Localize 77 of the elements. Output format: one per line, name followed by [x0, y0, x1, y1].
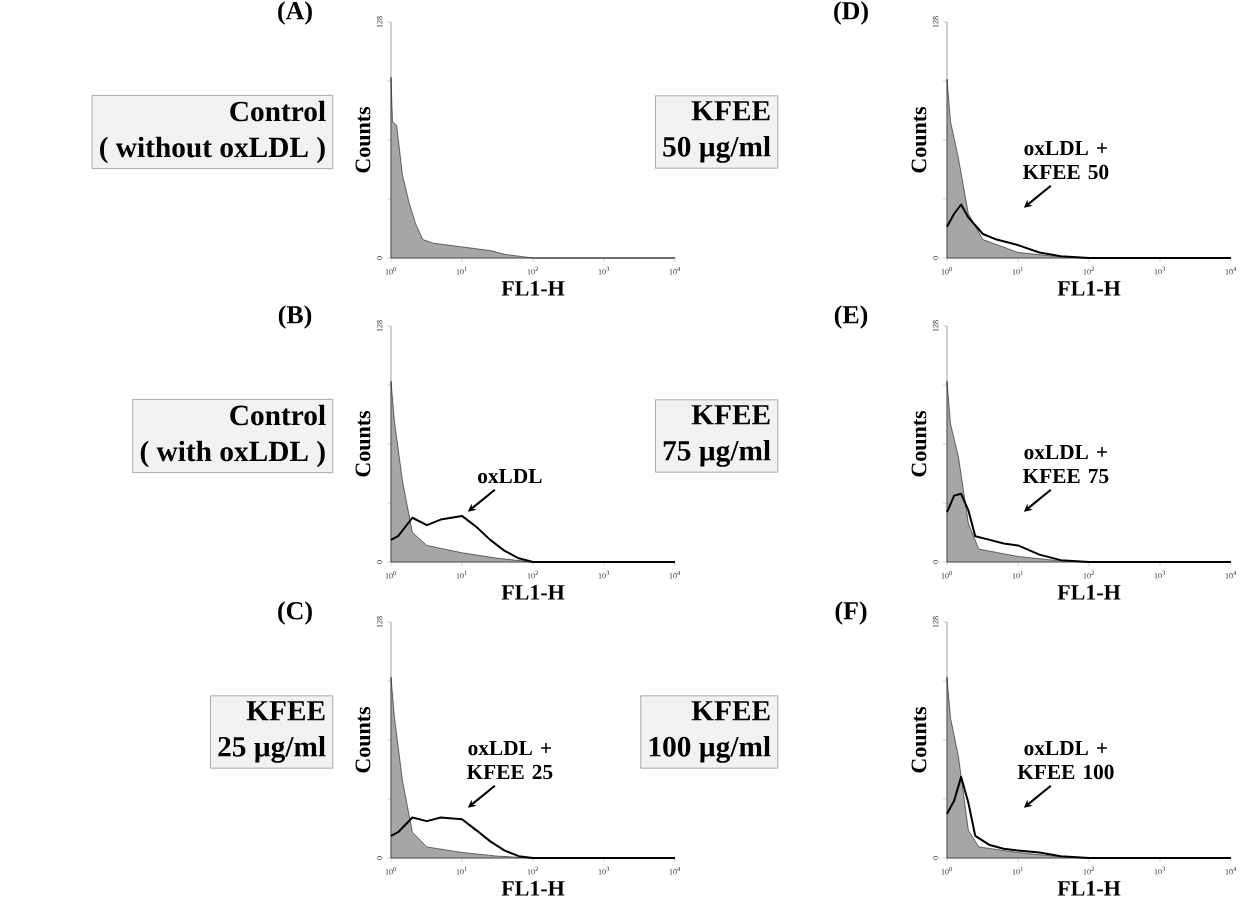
- chart-title: (F): [835, 601, 867, 625]
- y-tick-label: 128: [376, 616, 383, 628]
- annotation: 100 µg/ml: [649, 736, 771, 763]
- x-axis-title: FL1-H: [501, 585, 565, 600]
- x-tick-label: 10$^{1}$: [1012, 266, 1023, 275]
- y-tick-label: 0: [376, 560, 383, 564]
- x-tick-label: 10$^{3}$: [1154, 266, 1166, 275]
- annotation: oxLDL: [478, 469, 542, 484]
- annotation: oxLDL + KFEE 50: [1022, 141, 1109, 180]
- text: Control: [230, 100, 326, 122]
- x-tick-label: 10$^{0}$: [385, 570, 397, 579]
- x-tick-label: 10$^{1}$: [1012, 866, 1023, 875]
- y-tick-label: 128: [932, 16, 939, 28]
- text: Control: [230, 404, 326, 426]
- x-axis-title: FL1-H: [501, 881, 565, 896]
- x-tick-label: 10$^{3}$: [1154, 866, 1166, 875]
- x-tick-label: 10$^{2}$: [1083, 266, 1094, 275]
- text: KFEE: [691, 405, 770, 425]
- x-tick-label: 10$^{4}$: [669, 570, 681, 579]
- x-tick-label: 10$^{2}$: [527, 266, 538, 275]
- x-tick-label: 10$^{0}$: [941, 866, 953, 875]
- y-axis-title: Counts: [911, 106, 927, 173]
- chart-title: (E): [834, 305, 868, 329]
- x-tick-label: 10$^{3}$: [598, 866, 610, 875]
- text: ( without oxLDL ): [100, 136, 325, 164]
- x-tick-label: 10$^{2}$: [1083, 866, 1094, 875]
- text: 25 µg/ml: [218, 736, 326, 763]
- x-tick-label: 10$^{2}$: [527, 866, 538, 875]
- x-axis-title: FL1-H: [1057, 585, 1121, 600]
- x-tick-label: 10$^{4}$: [1225, 570, 1237, 579]
- x-axis-title: FL1-H: [1057, 281, 1121, 296]
- annotation: 75 µg/ml: [663, 440, 771, 467]
- y-tick-label: 128: [376, 320, 383, 332]
- x-tick-label: 10$^{4}$: [1225, 866, 1237, 875]
- y-tick-label: 0: [932, 256, 939, 260]
- x-tick-label: 10$^{0}$: [385, 266, 397, 275]
- annotation: 50 µg/ml: [663, 136, 771, 163]
- x-tick-label: 10$^{0}$: [385, 866, 397, 875]
- text: KFEE: [691, 701, 770, 721]
- text: ( with oxLDL ): [140, 440, 325, 468]
- x-tick-label: 10$^{2}$: [1083, 570, 1094, 579]
- y-tick-label: 0: [376, 856, 383, 860]
- x-tick-label: 10$^{1}$: [1012, 570, 1023, 579]
- chart-title: (D): [834, 1, 868, 25]
- x-tick-label: 10$^{3}$: [1154, 570, 1166, 579]
- text: KFEE: [246, 701, 325, 721]
- x-tick-label: 10$^{3}$: [598, 570, 610, 579]
- x-tick-label: 10$^{1}$: [456, 570, 467, 579]
- annotation: oxLDL + KFEE 25: [466, 741, 553, 780]
- y-tick-label: 0: [932, 856, 939, 860]
- x-tick-label: 10$^{1}$: [456, 266, 467, 275]
- x-tick-label: 10$^{4}$: [669, 866, 681, 875]
- x-tick-label: 10$^{4}$: [1225, 266, 1237, 275]
- y-axis-title: Counts: [911, 706, 927, 773]
- x-tick-label: 10$^{0}$: [941, 266, 953, 275]
- x-tick-label: 10$^{0}$: [941, 570, 953, 579]
- y-tick-label: 128: [932, 616, 939, 628]
- annotation: oxLDL + KFEE 75: [1022, 445, 1109, 484]
- x-tick-label: 10$^{2}$: [527, 570, 538, 579]
- x-axis-title: FL1-H: [501, 281, 565, 296]
- y-axis-title: Counts: [355, 106, 371, 173]
- y-tick-label: 128: [376, 16, 383, 28]
- chart-title: (A): [278, 1, 312, 25]
- y-axis-title: Counts: [911, 410, 927, 477]
- text: KFEE: [691, 101, 770, 121]
- y-tick-label: 0: [376, 256, 383, 260]
- x-axis-title: FL1-H: [1057, 881, 1121, 896]
- annotation: oxLDL + KFEE 100: [1017, 741, 1114, 780]
- chart-title: (C): [278, 601, 312, 625]
- x-tick-label: 10$^{3}$: [598, 266, 610, 275]
- x-tick-label: 10$^{4}$: [669, 266, 681, 275]
- x-tick-label: 10$^{1}$: [456, 866, 467, 875]
- chart-title: (B): [278, 305, 312, 329]
- y-axis-title: Counts: [355, 706, 371, 773]
- y-tick-label: 0: [932, 560, 939, 564]
- y-axis-title: Counts: [355, 410, 371, 477]
- y-tick-label: 128: [932, 320, 939, 332]
